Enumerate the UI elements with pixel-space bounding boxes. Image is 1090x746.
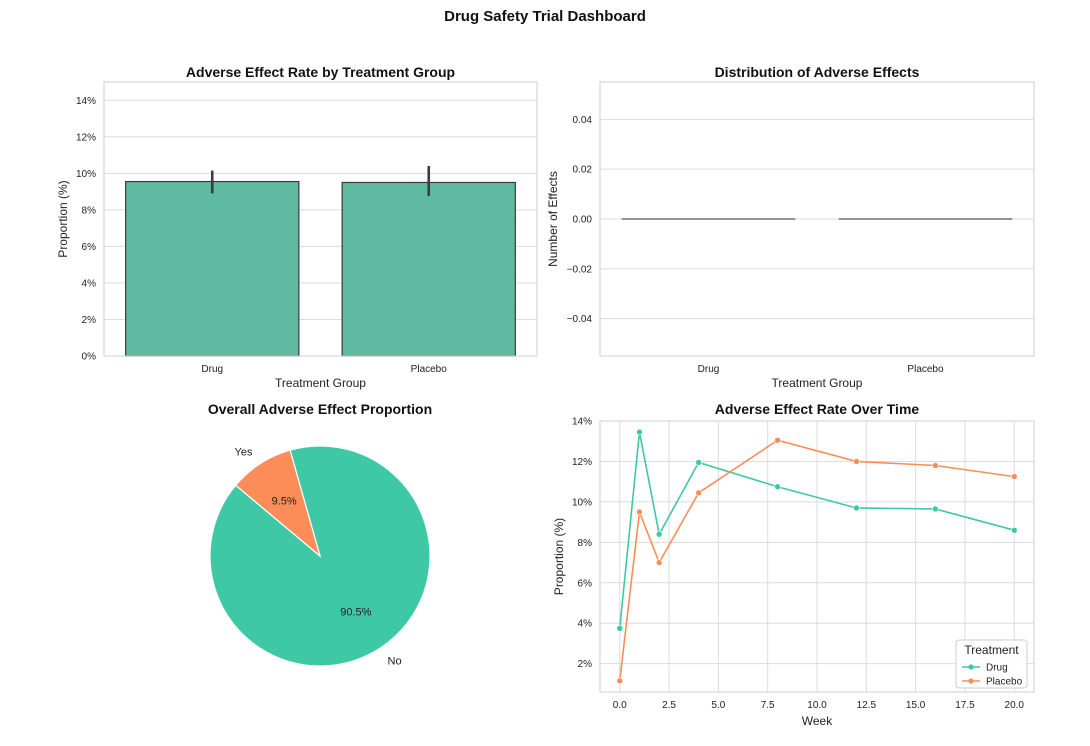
point-placebo xyxy=(932,462,939,469)
point-drug xyxy=(932,505,939,513)
bar-drug xyxy=(125,180,300,357)
chart-3-line: 0.0 2.5 5.0 7.5 10.0 12.5 15.0 17.5 20.0 2% 4% 6% 8%… xyxy=(552,401,1035,728)
pie-label-no: No xyxy=(388,655,402,667)
point-drug xyxy=(636,428,643,436)
chart-1-axes: −0.04 −0.02 0.00 0.02 0.04 Drug Placebo Distrib… xyxy=(546,64,1035,390)
pie-pct-no: 90.5% xyxy=(340,606,371,618)
y-tick-label: 8% xyxy=(82,205,97,216)
plot-frame xyxy=(599,81,1035,357)
y-tick-label: 6% xyxy=(82,242,97,253)
chart-0-axes: 0% 2% 4% 6% 8% 10% 12% 14% Drug Placebo Adverse Ef… xyxy=(56,64,538,390)
pie-pct-yes: 9.5% xyxy=(272,496,297,508)
x-tick-label: 7.5 xyxy=(761,700,775,711)
y-tick-label: 0.04 xyxy=(573,115,593,126)
plot-frame xyxy=(103,81,538,357)
y-tick-label: 14% xyxy=(76,96,96,107)
y-tick-label: 2% xyxy=(82,315,97,326)
y-tick-label: 12% xyxy=(572,457,592,468)
legend-label-drug: Drug xyxy=(986,663,1008,674)
y-tick-label: 10% xyxy=(76,169,96,180)
y-tick-label: 6% xyxy=(578,578,593,589)
chart-title: Overall Adverse Effect Proportion xyxy=(208,401,432,417)
y-axis-label: Proportion (%) xyxy=(552,518,566,595)
legend-title: Treatment xyxy=(964,643,1019,657)
point-placebo xyxy=(774,436,781,444)
y-tick-label: 2% xyxy=(578,659,593,670)
bar-placebo xyxy=(341,181,516,357)
y-tick-label: 0.00 xyxy=(573,215,593,226)
y-tick-label: −0.04 xyxy=(567,314,593,325)
point-drug xyxy=(774,483,781,491)
x-tick-label: 12.5 xyxy=(857,700,877,711)
x-tick-label: 0.0 xyxy=(613,700,627,711)
point-placebo xyxy=(695,489,702,497)
y-axis-label: Number of Effects xyxy=(546,171,560,267)
x-tick-label: Placebo xyxy=(907,364,944,375)
plot-frame xyxy=(599,420,1035,693)
legend-box xyxy=(955,639,1028,689)
x-axis-label: Treatment Group xyxy=(772,376,863,390)
legend-marker-placebo xyxy=(968,678,974,684)
y-tick-label: 4% xyxy=(82,278,97,289)
chart-title: Adverse Effect Rate Over Time xyxy=(715,401,920,417)
y-tick-label: 4% xyxy=(578,619,593,630)
point-placebo xyxy=(853,458,860,465)
point-drug xyxy=(1010,526,1018,534)
legend-label-placebo: Placebo xyxy=(986,677,1023,688)
point-placebo xyxy=(655,559,663,566)
x-tick-label: 2.5 xyxy=(662,700,676,711)
legend-marker-drug xyxy=(968,664,974,670)
point-drug xyxy=(695,459,702,466)
x-tick-label: Drug xyxy=(201,364,223,375)
point-placebo xyxy=(636,508,643,516)
point-placebo xyxy=(616,677,624,685)
chart-2-pie: Overall Adverse Effect Proportion No 90.5%… xyxy=(208,401,432,667)
chart-title: Adverse Effect Rate by Treatment Group xyxy=(186,64,455,80)
x-tick-label: 5.0 xyxy=(711,700,725,711)
point-placebo xyxy=(1010,473,1018,480)
pie-label-yes: Yes xyxy=(235,447,253,459)
y-tick-label: 0.02 xyxy=(573,165,593,176)
y-tick-label: −0.02 xyxy=(567,264,593,275)
y-axis-label: Proportion (%) xyxy=(56,180,70,257)
dashboard-title: Drug Safety Trial Dashboard xyxy=(444,8,646,25)
y-tick-label: 14% xyxy=(572,417,592,428)
point-drug xyxy=(853,504,860,512)
point-drug xyxy=(616,624,624,632)
x-tick-label: Drug xyxy=(698,364,720,375)
y-tick-label: 10% xyxy=(572,497,592,508)
y-tick-label: 12% xyxy=(76,132,96,143)
x-tick-label: 15.0 xyxy=(906,700,926,711)
y-tick-label: 8% xyxy=(578,538,593,549)
x-tick-label: 20.0 xyxy=(1005,700,1025,711)
y-tick-label: 0% xyxy=(82,352,97,363)
point-drug xyxy=(655,530,663,538)
series-line-drug xyxy=(618,431,1015,629)
x-axis-label: Week xyxy=(802,714,833,728)
series-line-placebo xyxy=(618,439,1015,681)
legend: Treatment Drug Placebo xyxy=(955,639,1028,689)
x-tick-label: 10.0 xyxy=(807,700,827,711)
chart-title: Distribution of Adverse Effects xyxy=(715,64,920,80)
pie-slice-yes xyxy=(234,449,322,558)
x-tick-label: 17.5 xyxy=(955,700,975,711)
x-tick-label: Placebo xyxy=(411,364,448,375)
x-axis-label: Treatment Group xyxy=(275,376,366,390)
